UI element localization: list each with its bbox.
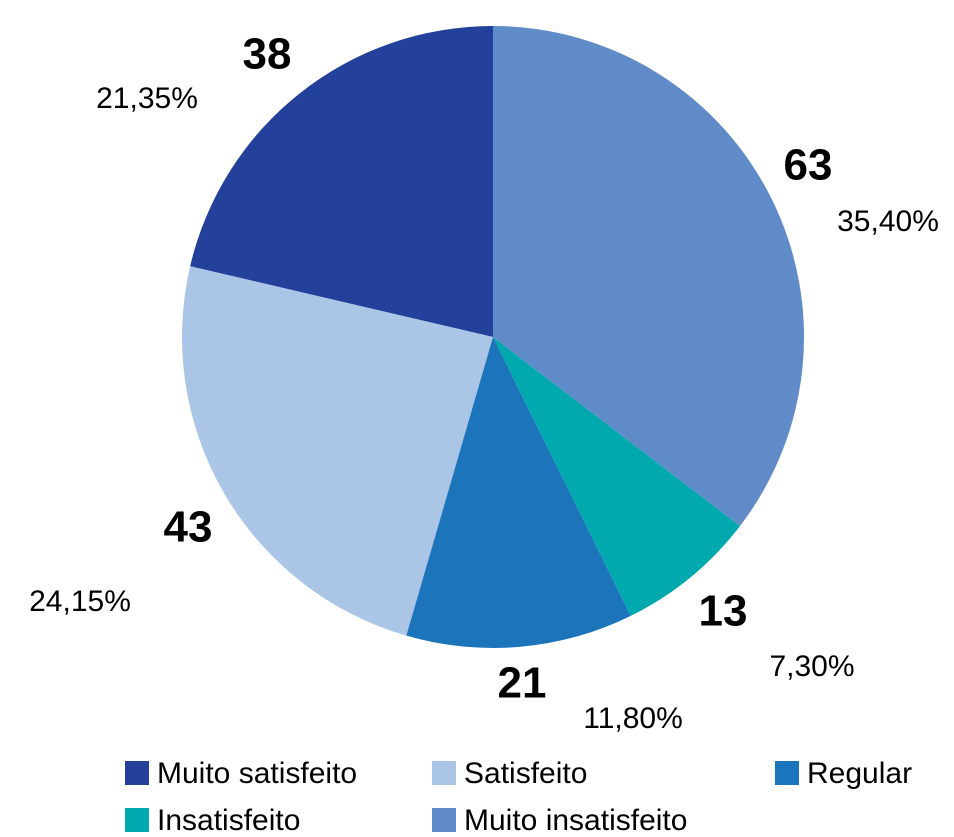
value-label: 13 [699,587,748,636]
legend-label: Regular [807,757,912,790]
legend-label: Muito insatisfeito [464,804,687,837]
percent-label: 24,15% [29,585,131,618]
legend-label: Muito satisfeito [157,757,357,790]
legend-label: Insatisfeito [157,804,300,837]
legend-swatch [775,761,799,785]
percent-label: 11,80% [583,702,683,735]
legend-swatch [125,761,149,785]
pie-slice [493,26,805,526]
pie-slice [182,266,493,636]
legend-label: Satisfeito [464,757,587,790]
percent-label: 21,35% [96,82,198,115]
legend-swatch [432,808,456,832]
pie-slice [190,26,493,337]
percent-label: 7,30% [769,650,854,683]
pie-slice [493,337,741,616]
percent-label: 35,40% [837,205,939,238]
legend-swatch [432,761,456,785]
value-label: 63 [784,141,833,190]
legend-swatch [125,808,149,832]
value-label: 21 [498,659,547,708]
pie-slice [406,337,631,648]
value-label: 43 [164,503,213,552]
value-label: 38 [243,30,292,79]
